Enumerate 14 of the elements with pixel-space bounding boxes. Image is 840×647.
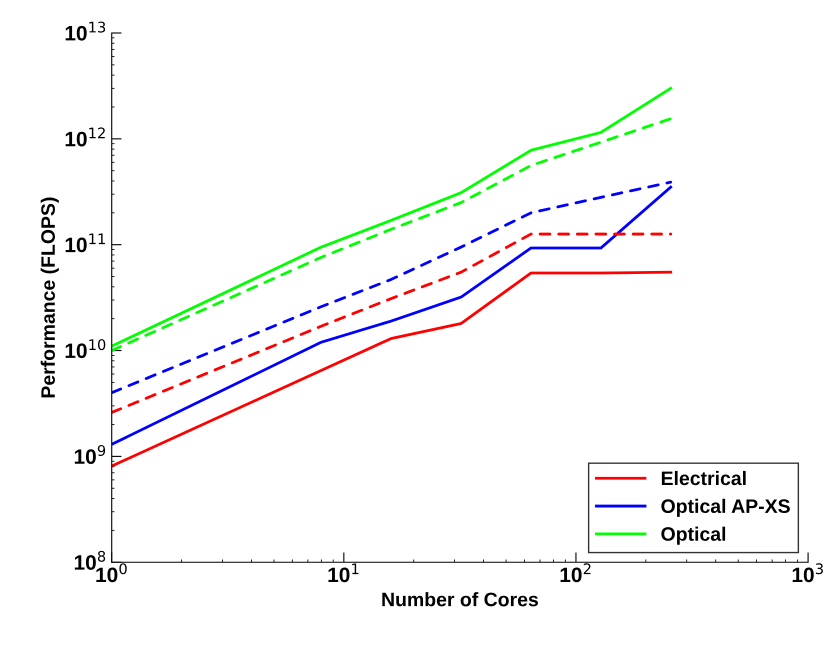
x-axis-title: Number of Cores [382, 592, 538, 606]
y-axis-title: Performance (FLOPS) [40, 198, 59, 398]
legend-label: Optical [661, 526, 726, 545]
legend-label: Electrical [662, 470, 746, 486]
x-tick-label: 10$^{0}$ [96, 563, 127, 582]
y-tick-label: 10$^{12}$ [66, 127, 105, 146]
x-tick-label: 10$^{1}$ [328, 563, 358, 582]
x-tick-label: 10$^{2}$ [560, 563, 590, 582]
y-tick-label: 10$^{10}$ [66, 339, 106, 358]
x-tick-label: 10$^{3}$ [792, 563, 823, 582]
y-tick-label: 10$^{11}$ [66, 233, 105, 252]
y-tick-label: 10$^{13}$ [66, 22, 106, 41]
y-tick-label: 10$^{9}$ [74, 444, 106, 464]
legend-label: Optical AP-XS [661, 498, 790, 517]
